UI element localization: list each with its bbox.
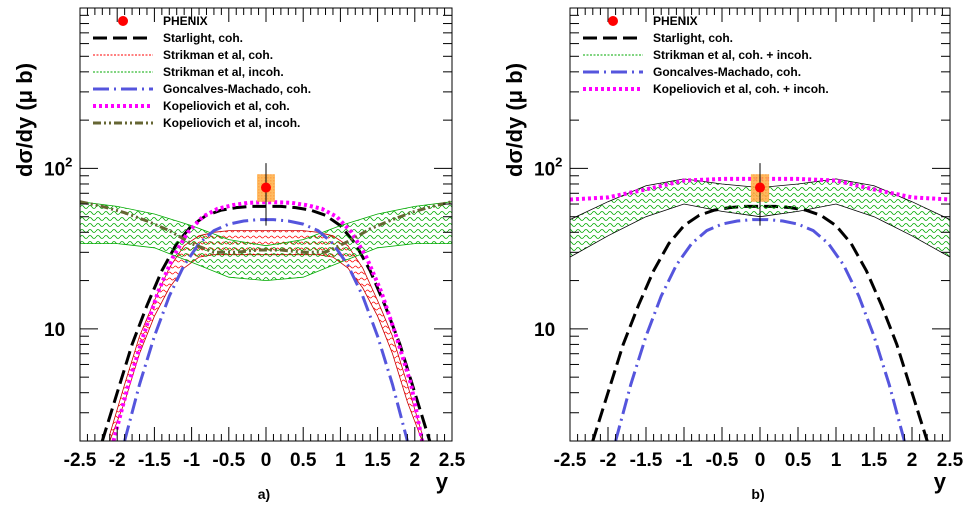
panel-label: b) [751,486,764,502]
legend-label-strikman-et-al-coh: Strikman et al, coh. [163,48,273,62]
x-tick-label: 0.5 [785,450,812,471]
x-tick-label: -1 [676,450,693,471]
legend-label-strikman-et-al-coh-incoh: Strikman et al, coh. + incoh. [653,48,812,62]
x-tick-label: -1 [183,450,200,471]
y-axis-label: dσ/dy (μ b) [502,63,527,177]
y-axis: 10 102 [44,14,452,442]
series-strikman-et-al-incoh-band [80,201,452,282]
x-tick-label: 0 [261,450,272,471]
series-strikman-et-al-coh-incoh-band [570,178,950,258]
y-tick-label: 10 [534,320,555,341]
series-goncalves-machado-coh-line [614,218,906,441]
legend-label-phenix: PHENIX [163,14,208,28]
legend-label-strikman-et-al-incoh: Strikman et al, incoh. [163,65,284,79]
series-kopeliovich-et-al-incoh-line [80,200,452,254]
x-axis: -2.5 -2 -1.5 -1 -0.5 0 0.5 1 1.5 2 2.5 [64,8,466,471]
phenix-point [755,182,765,193]
y-tick-label-exponent: 2 [555,154,562,169]
x-tick-label: 0.5 [290,450,317,471]
x-tick-label: 0 [755,450,766,471]
phenix-point [261,182,271,193]
y-axis-label: dσ/dy (μ b) [12,63,37,177]
legend-label-kopeliovich-et-al-incoh: Kopeliovich et al, incoh. [163,116,300,130]
panel-label: a) [258,486,270,502]
x-axis: -2.5 -2 -1.5 -1 -0.5 0 0.5 1 1.5 2 2.5 [554,8,964,471]
x-tick-label: 2.5 [937,450,964,471]
legend-label-goncalves-machado-coh: Goncalves-Machado, coh. [653,65,801,79]
x-tick-label: -2 [109,450,126,471]
plot-area [80,200,452,441]
legend: PHENIX Starlight, coh. Strikman et al, coh… [583,14,829,96]
x-tick-label: -0.5 [212,450,245,471]
legend-label-kopeliovich-et-al-coh-incoh: Kopeliovich et al, coh. + incoh. [653,82,829,96]
x-axis-label: y [436,469,449,494]
series-kopeliovich-et-al-coh-incoh-line [570,176,950,202]
panel-a: -2.5 -2 -1.5 -1 -0.5 0 0.5 1 1.5 2 2.5 10 102 dσ/dy (… [12,7,466,502]
x-tick-label: -1.5 [630,450,663,471]
x-tick-label: -2.5 [554,450,587,471]
legend-label-starlight-coh: Starlight, coh. [653,31,733,45]
y-tick-label-exponent: 2 [65,154,72,169]
panel-b: -2.5 -2 -1.5 -1 -0.5 0 0.5 1 1.5 2 2.5 10 102 dσ/dy (… [502,7,964,502]
legend: PHENIX Starlight, coh. Strikman et al, coh… [93,14,311,130]
x-tick-label: -2.5 [64,450,97,471]
series-starlight-coh-line [591,204,929,441]
legend-label-kopeliovich-et-al-coh: Kopeliovich et al, coh. [163,99,290,113]
series-kopeliovich-et-al-coh-line [111,200,425,441]
x-tick-label: -2 [600,450,617,471]
y-tick-label: 10 [44,320,65,341]
legend-label-goncalves-machado-coh: Goncalves-Machado, coh. [163,82,311,96]
x-tick-label: 1 [335,450,346,471]
x-tick-label: -0.5 [706,450,739,471]
x-tick-label: -1.5 [138,450,171,471]
legend-label-starlight-coh: Starlight, coh. [163,31,243,45]
x-tick-label: 2.5 [439,450,466,471]
y-tick-label: 102 [534,154,562,180]
x-tick-label: 1.5 [364,450,391,471]
legend-marker-phenix [118,16,128,26]
y-axis: 10 102 [534,14,950,442]
x-tick-label: 2 [907,450,918,471]
x-tick-label: 1 [831,450,842,471]
y-tick-label: 102 [44,154,72,180]
x-tick-label: 1.5 [861,450,888,471]
x-axis-label: y [934,469,947,494]
x-tick-label: 2 [410,450,421,471]
legend-marker-phenix [608,16,618,26]
legend-label-phenix: PHENIX [653,14,698,28]
